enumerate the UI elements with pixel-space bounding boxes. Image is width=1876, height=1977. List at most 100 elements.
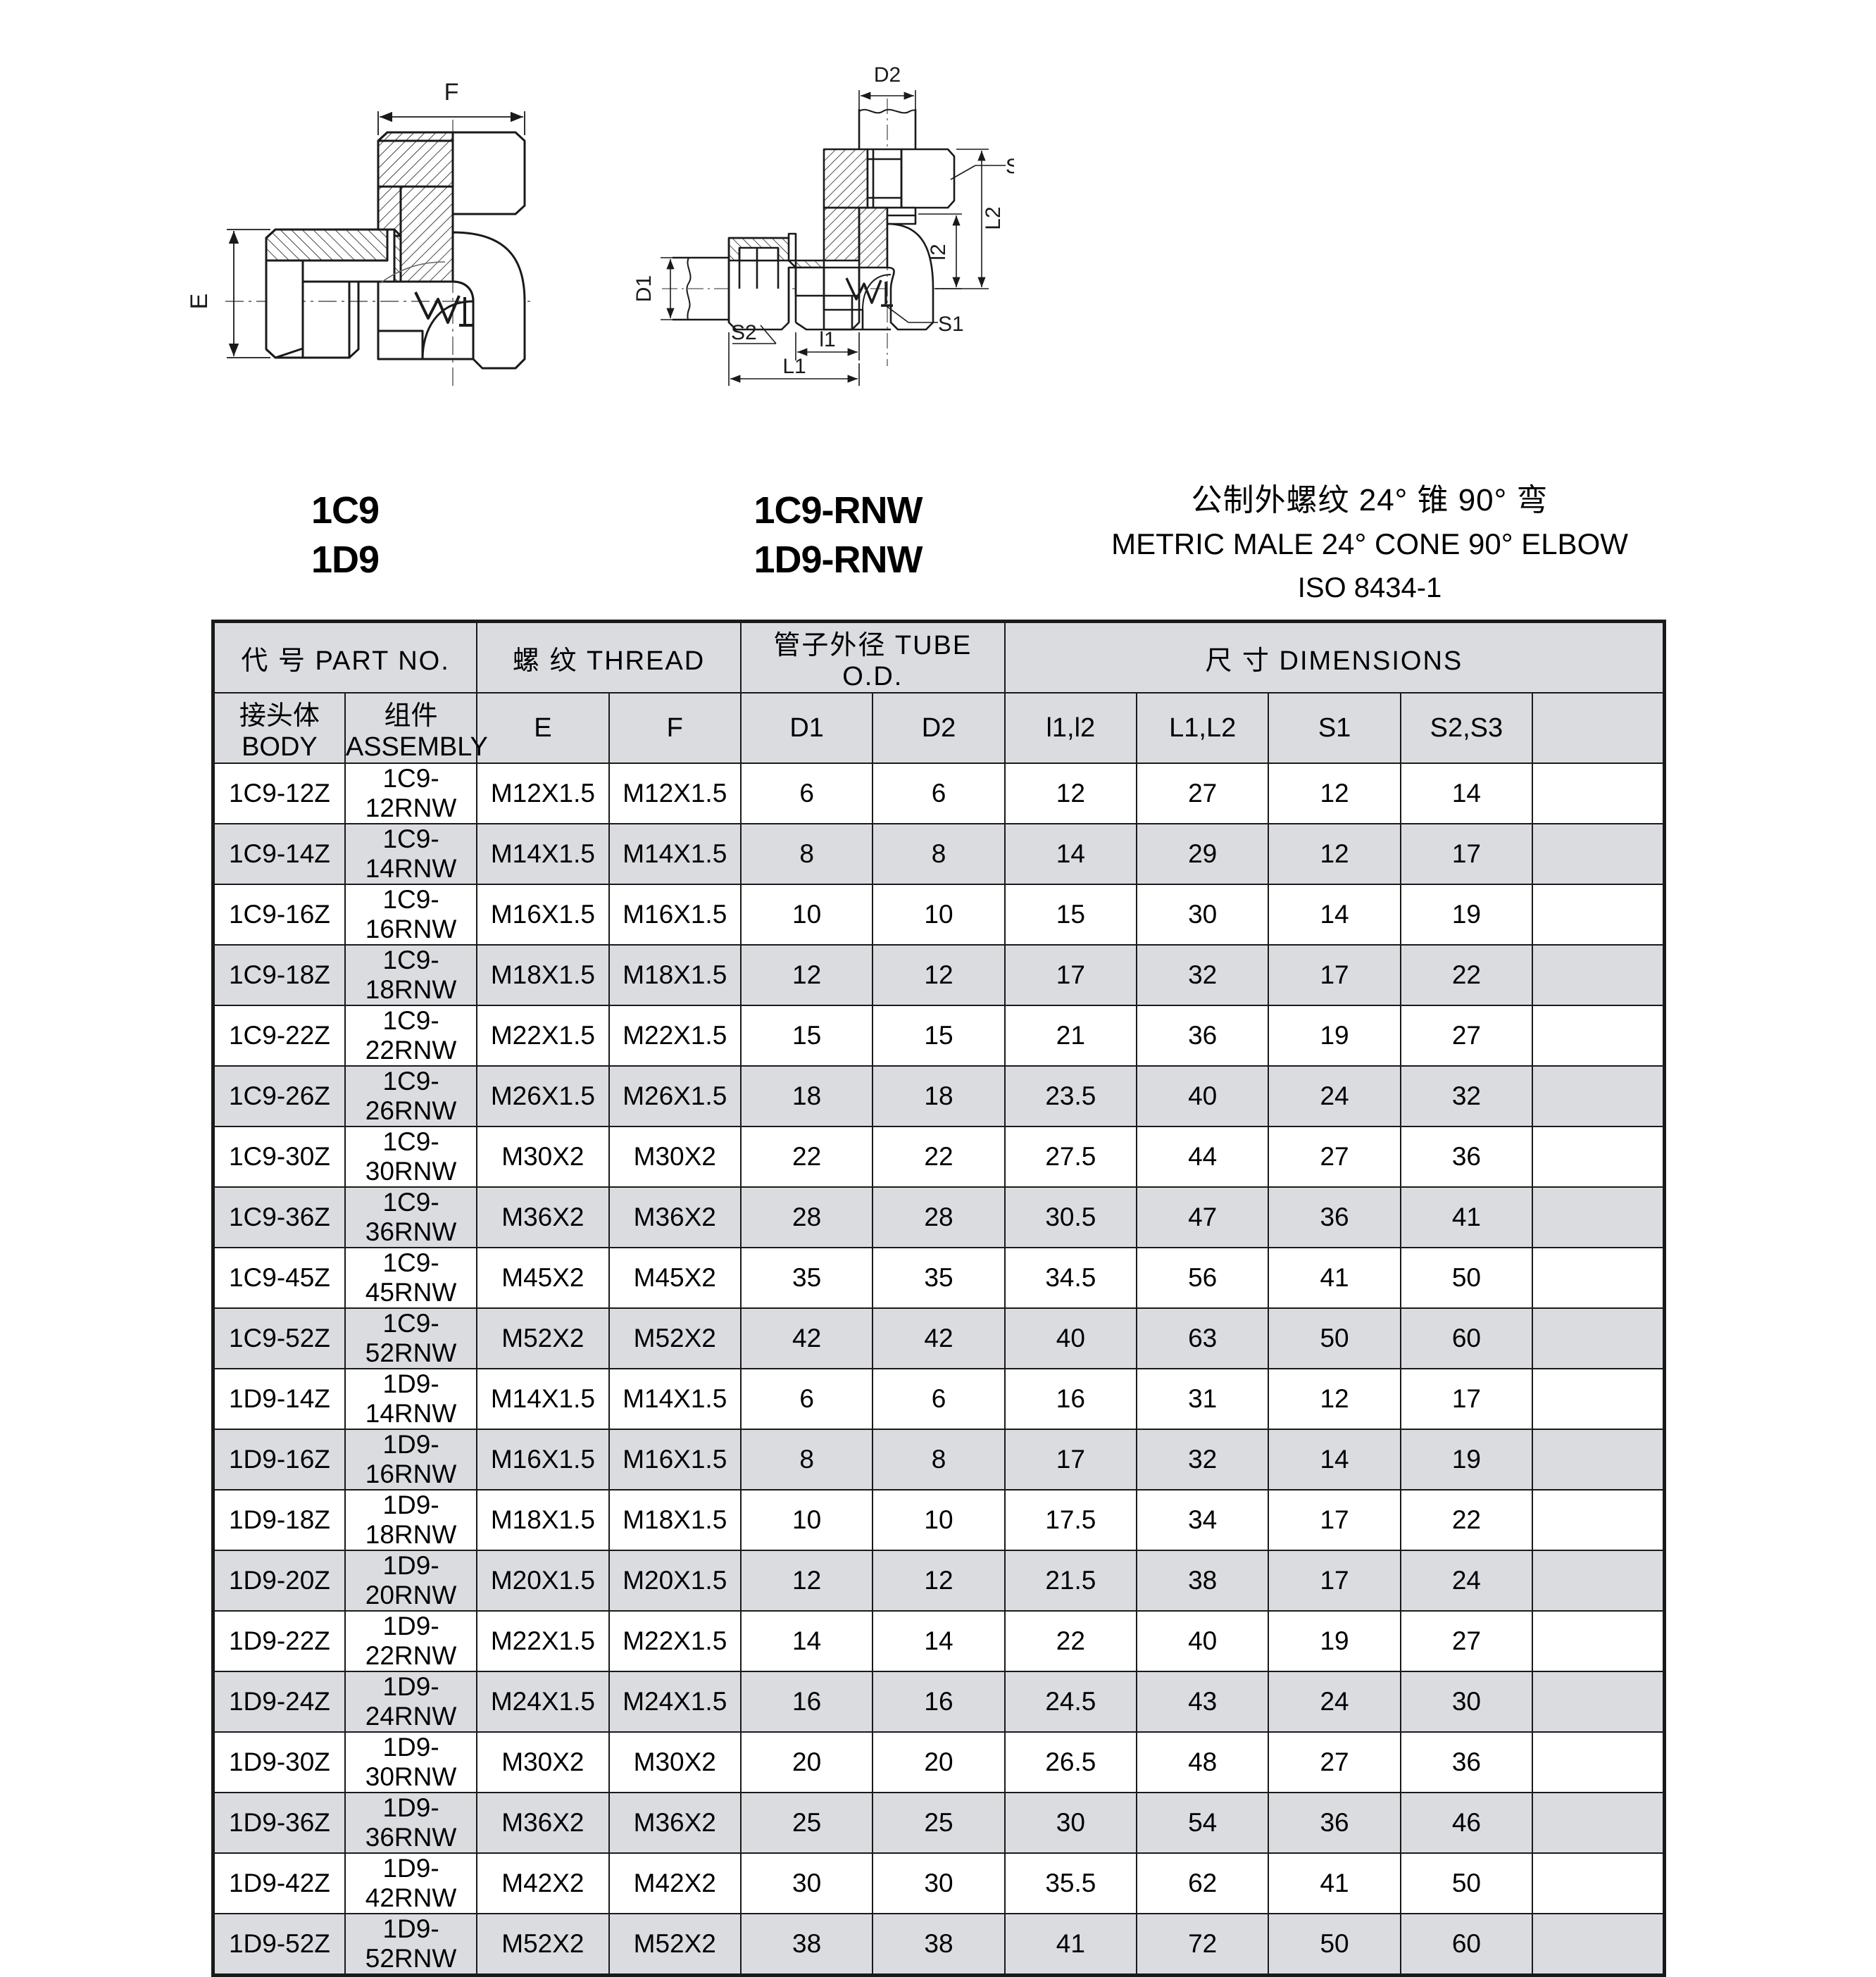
cell-s2s3: 19 [1399, 884, 1534, 946]
table-row: 1D9-42Z 1D9-42RNW M42X2 M42X2 30 30 35.5 62 41 50 [212, 1852, 1665, 1914]
cell-e: M22X1.5 [476, 1005, 610, 1067]
cell-l1l2: 17 [1003, 944, 1138, 1006]
cell-s1: 12 [1268, 1368, 1401, 1430]
column-header-L1L2: L1,L2 [1136, 692, 1270, 764]
cell-d1: 12 [739, 944, 874, 1006]
table-row: 1C9-26Z 1C9-26RNW M26X1.5 M26X1.5 18 18 23.5 40… [212, 1065, 1665, 1127]
cell-s1: 41 [1268, 1852, 1401, 1914]
cell-blank [1532, 1913, 1665, 1976]
column-header-assembly: 组件ASSEMBLY [344, 692, 488, 764]
cell-s2s3: 32 [1399, 1065, 1534, 1127]
dim-label-S3: S3 [1006, 155, 1014, 178]
cell-f: M20X1.5 [608, 1550, 742, 1612]
cell-s1: 50 [1268, 1913, 1401, 1976]
cell-assembly: 1C9-52RNW [344, 1307, 478, 1369]
cell-l1l2: 30 [1003, 1792, 1138, 1854]
cell-e: M52X2 [476, 1913, 610, 1976]
column-header-l1l2: l1,l2 [1003, 692, 1138, 764]
cell-d2: 42 [872, 1307, 1006, 1369]
cell-d2: 15 [872, 1005, 1006, 1067]
column-header-row: 接头体BODY 组件ASSEMBLY E F D1 D2 l1,l2 L1,L2… [212, 692, 1665, 764]
cell-blank [1532, 1005, 1665, 1067]
standard-label: ISO 8434-1 [1297, 572, 1442, 603]
cell-L1L2: 27 [1136, 762, 1270, 824]
table-row: 1D9-20Z 1D9-20RNW M20X1.5 M20X1.5 12 12 21.5 38… [212, 1550, 1665, 1612]
cell-assembly: 1C9-22RNW [344, 1005, 478, 1067]
technical-drawings: F E [0, 0, 1876, 422]
cell-f: M18X1.5 [608, 944, 742, 1006]
cell-L1L2: 32 [1136, 944, 1270, 1006]
cell-l1l2: 24.5 [1003, 1671, 1138, 1733]
elbow-body-cross-section: F E [186, 79, 535, 387]
cell-f: M52X2 [608, 1913, 742, 1976]
cell-body: 1C9-26Z [212, 1065, 346, 1127]
assembly-code-1c9-rnw: 1C9-RNW [753, 489, 923, 532]
cell-blank [1532, 1671, 1665, 1733]
product-title-en: METRIC MALE 24° CONE 90° ELBOW [1111, 527, 1628, 560]
cell-L1L2: 30 [1136, 884, 1270, 946]
cell-d1: 42 [739, 1307, 874, 1369]
table-row: 1C9-52Z 1C9-52RNW M52X2 M52X2 42 42 40 63 50 60 [212, 1307, 1665, 1369]
cell-assembly: 1C9-45RNW [344, 1247, 478, 1309]
cell-body: 1D9-14Z [212, 1368, 346, 1430]
cell-body: 1D9-16Z [212, 1429, 346, 1490]
cell-body: 1D9-30Z [212, 1731, 346, 1793]
table-row: 1D9-22Z 1D9-22RNW M22X1.5 M22X1.5 14 14 22 40 19… [212, 1610, 1665, 1672]
cell-d2: 28 [872, 1186, 1006, 1248]
group-header-part-no: 代 号 PART NO. [212, 620, 478, 693]
cell-s1: 50 [1268, 1307, 1401, 1369]
cell-s2s3: 60 [1399, 1307, 1534, 1369]
cell-d1: 38 [739, 1913, 874, 1976]
dim-label-S1: S1 [938, 313, 964, 336]
cell-s2s3: 46 [1399, 1792, 1534, 1854]
table-row: 1D9-18Z 1D9-18RNW M18X1.5 M18X1.5 10 10 17.5 34… [212, 1489, 1665, 1551]
dim-label-L2: L2 [982, 206, 1005, 230]
cell-f: M30X2 [608, 1126, 742, 1188]
cell-blank [1532, 1065, 1665, 1127]
table-row: 1C9-36Z 1C9-36RNW M36X2 M36X2 28 28 30.5 47 36 41 [212, 1186, 1665, 1248]
cell-body: 1D9-42Z [212, 1852, 346, 1914]
dim-label-l2: l2 [927, 244, 950, 260]
cell-L1L2: 62 [1136, 1852, 1270, 1914]
cell-e: M42X2 [476, 1852, 610, 1914]
cell-d1: 20 [739, 1731, 874, 1793]
cell-f: M36X2 [608, 1792, 742, 1854]
body-code-1c9: 1C9 [311, 489, 380, 532]
cell-f: M16X1.5 [608, 884, 742, 946]
cell-d2: 6 [872, 1368, 1006, 1430]
cell-body: 1D9-24Z [212, 1671, 346, 1733]
dim-label-D2: D2 [874, 63, 901, 87]
cell-blank [1532, 1792, 1665, 1854]
cell-e: M30X2 [476, 1731, 610, 1793]
table-header: 代 号 PART NO. 螺 纹 THREAD 管子外径 TUBE O.D. 尺… [212, 620, 1665, 764]
cell-f: M52X2 [608, 1307, 742, 1369]
table-row: 1C9-45Z 1C9-45RNW M45X2 M45X2 35 35 34.5 56 41 50 [212, 1247, 1665, 1309]
cell-blank [1532, 1368, 1665, 1430]
cell-body: 1C9-30Z [212, 1126, 346, 1188]
cell-blank [1532, 944, 1665, 1006]
dim-label-S2: S2 [731, 321, 757, 344]
dim-label-l1: l1 [819, 328, 835, 351]
cell-e: M52X2 [476, 1307, 610, 1369]
cell-s1: 17 [1268, 1550, 1401, 1612]
dim-label-L1: L1 [782, 355, 806, 378]
cell-e: M36X2 [476, 1186, 610, 1248]
cell-L1L2: 47 [1136, 1186, 1270, 1248]
column-header-blank [1532, 692, 1665, 764]
cell-d1: 30 [739, 1852, 874, 1914]
cell-d2: 22 [872, 1126, 1006, 1188]
assembly-part-codes: 1C9-RNW 1D9-RNW [690, 486, 986, 584]
column-header-f: F [608, 692, 742, 764]
cell-L1L2: 40 [1136, 1610, 1270, 1672]
body-part-codes: 1C9 1D9 [232, 486, 458, 584]
table-row: 1D9-36Z 1D9-36RNW M36X2 M36X2 25 25 30 54 36 46 [212, 1792, 1665, 1854]
cell-l1l2: 34.5 [1003, 1247, 1138, 1309]
dim-label-F: F [444, 79, 459, 106]
group-header-row: 代 号 PART NO. 螺 纹 THREAD 管子外径 TUBE O.D. 尺… [212, 620, 1665, 693]
cell-d1: 10 [739, 884, 874, 946]
cell-s1: 12 [1268, 762, 1401, 824]
cell-l1l2: 17.5 [1003, 1489, 1138, 1551]
body-code-1d9: 1D9 [311, 539, 380, 581]
cell-assembly: 1D9-52RNW [344, 1913, 478, 1976]
cell-s2s3: 41 [1399, 1186, 1534, 1248]
